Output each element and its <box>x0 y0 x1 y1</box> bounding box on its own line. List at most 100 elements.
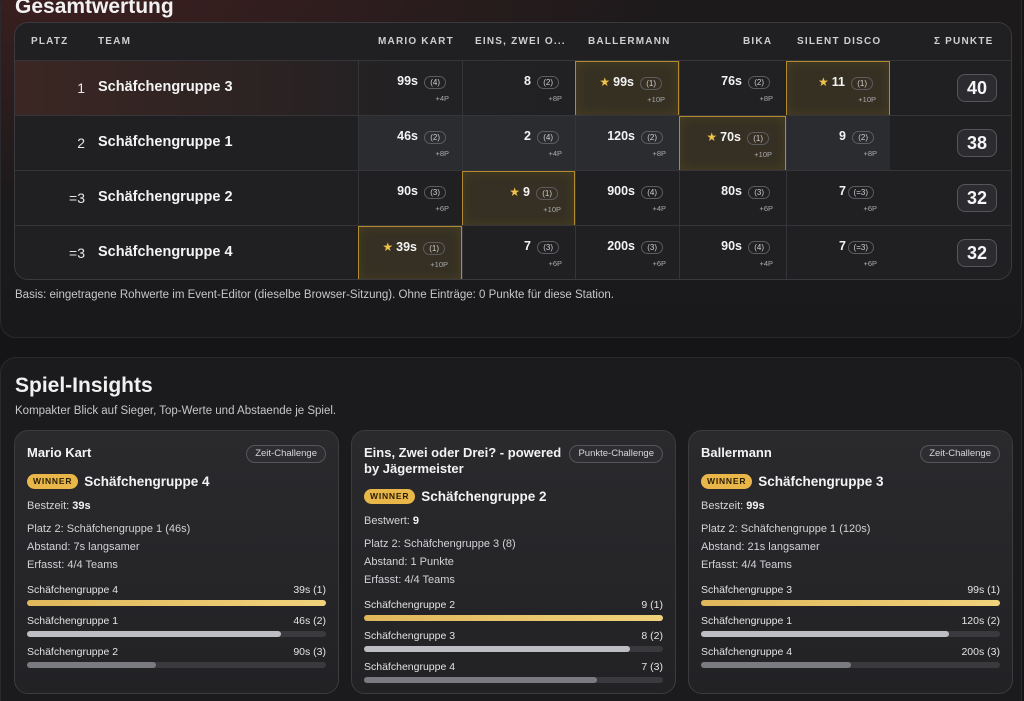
star-icon: ★ <box>599 75 611 89</box>
winner-row: WINNER Schäfchengruppe 4 <box>27 473 210 491</box>
basis-note: Basis: eingetragene Rohwerte im Event-Ed… <box>15 289 614 301</box>
bar-value: 120s (2) <box>961 615 1000 627</box>
header-game-5[interactable]: SILENT DISCO <box>797 36 882 47</box>
insights-title: Spiel-Insights <box>15 374 153 397</box>
rank-badge: (4) <box>537 131 559 144</box>
cell-value-text: 2 <box>524 129 531 143</box>
bar-fill <box>27 600 326 606</box>
cell-value: ★ 9 <box>509 185 530 199</box>
table-row[interactable]: 2 Schäfchengruppe 1 46s (2) +8P 2 (4) +4P 120s (2… <box>15 115 1011 171</box>
cell-value: 120s <box>607 129 635 143</box>
cell-value-text: 90s <box>397 184 418 198</box>
score-cell: 200s (3) +6P <box>575 226 679 279</box>
header-game-2[interactable]: EINS, ZWEI O... <box>475 36 566 47</box>
best-label: Bestzeit: <box>27 500 70 512</box>
cell-value-text: 7 <box>524 239 531 253</box>
points-label: +10P <box>858 95 876 104</box>
row-team: Schäfchengruppe 1 <box>98 134 233 150</box>
cell-value-text: 11 <box>831 75 845 89</box>
total-points-badge: 32 <box>957 239 997 267</box>
overview-section: Gesamtwertung PLATZ TEAM MARIO KART EINS… <box>0 0 1022 338</box>
bar-track <box>364 677 663 683</box>
bar-value: 99s (1) <box>967 584 1000 596</box>
header-game-4[interactable]: BIKA <box>743 36 773 47</box>
cell-value-text: 76s <box>721 74 742 88</box>
points-label: +8P <box>435 149 449 158</box>
header-game-1[interactable]: MARIO KART <box>378 36 454 47</box>
table-header: PLATZ TEAM MARIO KART EINS, ZWEI O... BA… <box>15 23 1011 60</box>
points-label: +4P <box>652 204 666 213</box>
row-team: Schäfchengruppe 3 <box>98 79 233 95</box>
bar-team: Schäfchengruppe 4 <box>364 661 456 673</box>
rank-badge: (1) <box>423 242 445 255</box>
table-row[interactable]: =3 Schäfchengruppe 2 90s (3) +6P ★ 9 (1) +10P 900… <box>15 170 1011 226</box>
best-value: 99s <box>746 500 765 512</box>
insights-subtitle: Kompakter Blick auf Sieger, Top-Werte un… <box>15 405 337 417</box>
cell-value-text: 46s <box>397 129 418 143</box>
bar-track <box>27 600 326 606</box>
header-team[interactable]: TEAM <box>98 36 132 47</box>
header-platz[interactable]: PLATZ <box>31 36 69 47</box>
bar-team: Schäfchengruppe 2 <box>364 599 456 611</box>
score-cell: ★ 99s (1) +10P <box>575 61 679 116</box>
bar-row: Schäfchengruppe 1 120s (2) <box>701 615 1000 627</box>
points-label: +6P <box>863 204 877 213</box>
total-points-badge: 38 <box>957 129 997 157</box>
bar-fill <box>364 615 663 621</box>
score-cell: ★ 39s (1) +10P <box>358 226 462 279</box>
bar-row: Schäfchengruppe 3 99s (1) <box>701 584 1000 596</box>
coverage-line: Erfasst: 4/4 Teams <box>701 559 792 571</box>
total-points-badge: 32 <box>957 184 997 212</box>
score-cell: 120s (2) +8P <box>575 116 679 171</box>
coverage-line: Erfasst: 4/4 Teams <box>27 559 118 571</box>
bar-value: 8 (2) <box>641 630 663 642</box>
row-platz: 2 <box>77 135 85 151</box>
best-label: Bestzeit: <box>701 500 744 512</box>
rank-badge: (=3) <box>847 241 874 254</box>
winner-name: Schäfchengruppe 4 <box>84 474 210 490</box>
rank-badge: (4) <box>641 186 663 199</box>
rank-badge: (2) <box>641 131 663 144</box>
bar-track <box>701 600 1000 606</box>
table-row[interactable]: =3 Schäfchengruppe 4 ★ 39s (1) +10P 7 (3) +6P 200… <box>15 225 1011 279</box>
bar-track <box>27 631 326 637</box>
challenge-type-badge: Zeit-Challenge <box>920 445 1000 463</box>
bar-value: 90s (3) <box>293 646 326 658</box>
header-game-3[interactable]: BALLERMANN <box>588 36 671 47</box>
row-platz: 1 <box>77 80 85 96</box>
bar-track <box>364 646 663 652</box>
rank-badge: (3) <box>748 186 770 199</box>
cell-value-text: 120s <box>607 129 635 143</box>
cell-value: 46s <box>397 129 418 143</box>
winner-name: Schäfchengruppe 3 <box>758 474 884 490</box>
points-label: +10P <box>754 150 772 159</box>
star-icon: ★ <box>382 240 394 254</box>
bar-team: Schäfchengruppe 4 <box>701 646 793 658</box>
rank-badge: (1) <box>851 77 873 90</box>
rank-badge: (3) <box>424 186 446 199</box>
standings-table: PLATZ TEAM MARIO KART EINS, ZWEI O... BA… <box>14 22 1012 280</box>
bar-row: Schäfchengruppe 1 46s (2) <box>27 615 326 627</box>
score-cell: ★ 9 (1) +10P <box>462 171 575 226</box>
overview-title: Gesamtwertung <box>15 0 174 18</box>
points-label: +8P <box>863 149 877 158</box>
row-platz: =3 <box>69 245 85 261</box>
cell-value: 76s <box>721 74 742 88</box>
bar-value: 9 (1) <box>641 599 663 611</box>
game-name: Mario Kart <box>27 445 92 460</box>
game-name: Eins, Zwei oder Drei? - powered by Jäger… <box>364 445 562 476</box>
second-place-line: Platz 2: Schäfchengruppe 1 (46s) <box>27 523 191 535</box>
header-total[interactable]: Σ PUNKTE <box>934 36 994 47</box>
cell-value: 900s <box>607 184 635 198</box>
best-label: Bestwert: <box>364 515 410 527</box>
cell-value: 90s <box>721 239 742 253</box>
second-place-line: Platz 2: Schäfchengruppe 3 (8) <box>364 538 516 550</box>
bar-row: Schäfchengruppe 4 7 (3) <box>364 661 663 673</box>
bar-row: Schäfchengruppe 2 9 (1) <box>364 599 663 611</box>
cell-value: 9 <box>839 129 846 143</box>
table-row[interactable]: 1 Schäfchengruppe 3 99s (4) +4P 8 (2) +8P ★ 99s (1… <box>15 60 1011 116</box>
bar-value: 200s (3) <box>961 646 1000 658</box>
rank-badge: (2) <box>852 131 874 144</box>
rank-badge: (1) <box>536 187 558 200</box>
score-cell: 7 (=3) +6P <box>786 171 890 226</box>
